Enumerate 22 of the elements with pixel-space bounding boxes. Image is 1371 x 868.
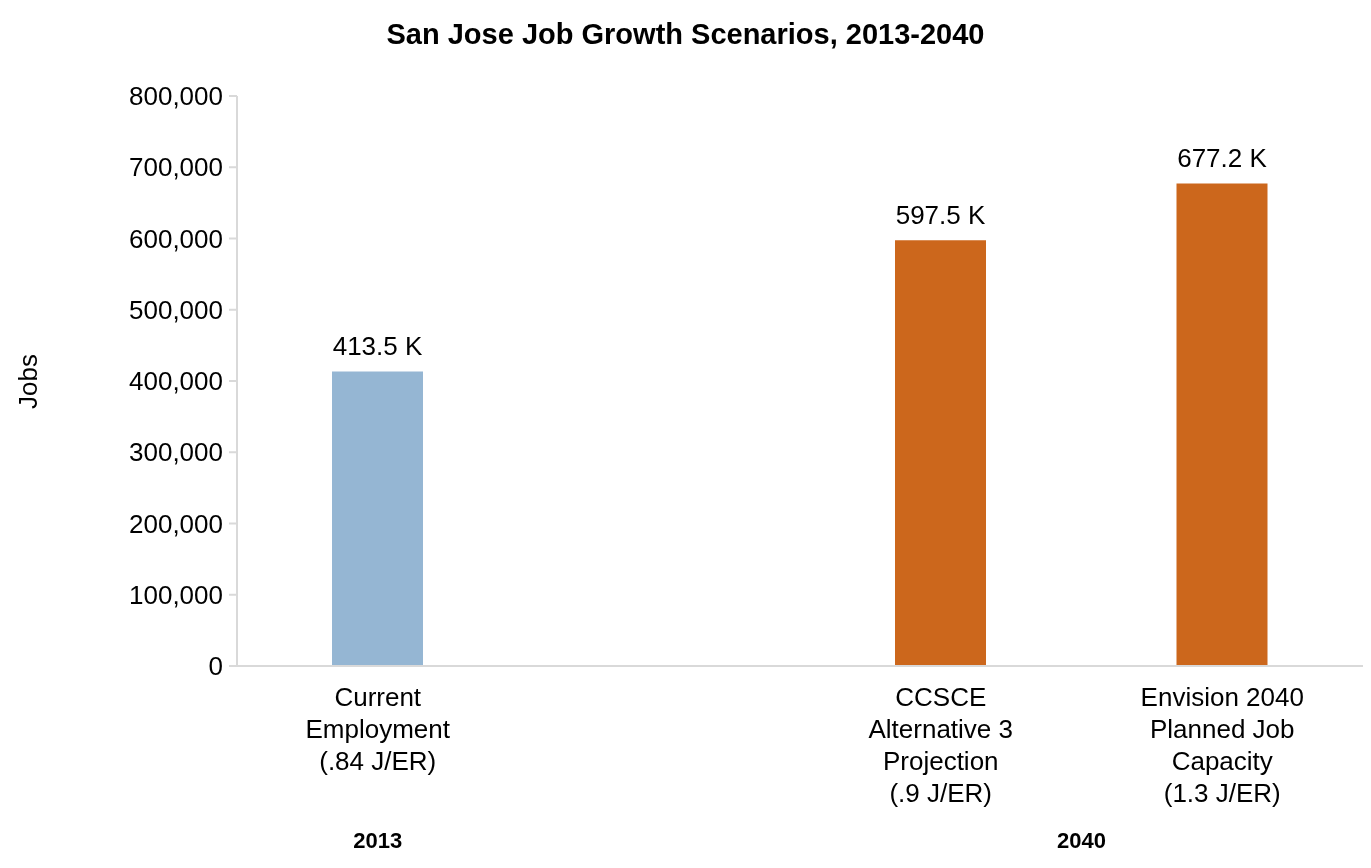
data-label: 413.5 K [332,331,423,362]
text: 2040 [1056,828,1107,854]
y-tick-label: 800,000 [129,81,223,112]
y-tick-label: 0 [208,651,223,682]
y-tick-label: 100,000 [129,579,223,610]
x-tick-label: Envision 2040 Planned Job Capacity (1.3 J/ER) [1140,682,1304,808]
y-tick-label: 700,000 [129,152,223,183]
bar [332,371,423,666]
data-label: 597.5 K [895,200,986,231]
x-tick-label: CCSCE Alternative 3 Projection (.9 J/ER) [868,682,1014,808]
y-tick-label: 300,000 [129,437,223,468]
data-label: 677.2 K [1177,143,1268,174]
y-axis-title: Jobs [12,353,44,409]
x-tick-label: Current Employment (.84 J/ER) [305,682,451,776]
bar [1176,183,1268,666]
chart-title: San Jose Job Growth Scenarios, 2013-2040 [385,18,986,51]
bar [895,240,986,666]
y-tick-label: 500,000 [129,294,223,325]
text: 2013 [352,828,404,854]
y-tick-label: 400,000 [129,366,223,397]
y-tick-label: 600,000 [129,223,223,254]
y-tick-label: 200,000 [129,508,223,539]
